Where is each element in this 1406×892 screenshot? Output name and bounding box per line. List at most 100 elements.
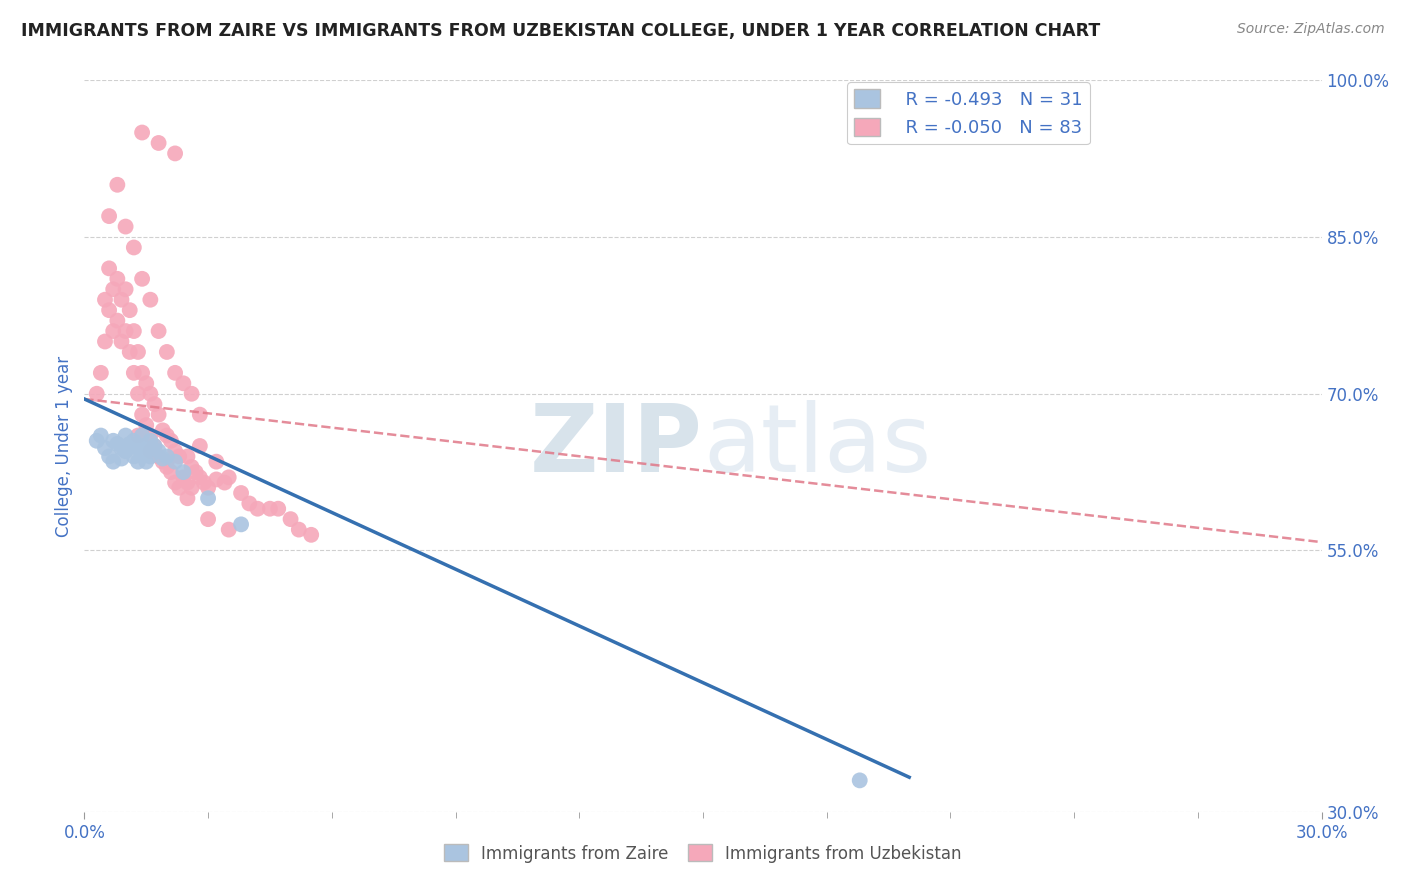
Point bbox=[122, 324, 145, 338]
Point bbox=[90, 366, 112, 380]
Point bbox=[105, 272, 128, 286]
Point bbox=[188, 408, 211, 422]
Point bbox=[94, 334, 117, 349]
Text: Source: ZipAtlas.com: Source: ZipAtlas.com bbox=[1237, 22, 1385, 37]
Point bbox=[156, 459, 179, 474]
Point bbox=[110, 441, 132, 455]
Point bbox=[156, 428, 179, 442]
Point bbox=[143, 439, 166, 453]
Point bbox=[103, 434, 125, 448]
Point bbox=[98, 450, 121, 464]
Point bbox=[118, 303, 141, 318]
Point bbox=[152, 423, 174, 437]
Point bbox=[156, 455, 179, 469]
Point bbox=[180, 386, 202, 401]
Point bbox=[131, 366, 153, 380]
Point bbox=[103, 282, 125, 296]
Point bbox=[167, 450, 190, 464]
Point bbox=[165, 146, 187, 161]
Text: ZIP: ZIP bbox=[530, 400, 703, 492]
Point bbox=[165, 475, 187, 490]
Point bbox=[86, 434, 108, 448]
Point bbox=[176, 491, 198, 506]
Point bbox=[259, 501, 281, 516]
Point bbox=[98, 303, 121, 318]
Point bbox=[172, 376, 194, 391]
Point bbox=[105, 313, 128, 327]
Point bbox=[118, 437, 141, 451]
Point bbox=[105, 437, 128, 451]
Point bbox=[267, 501, 290, 516]
Point bbox=[148, 324, 170, 338]
Point bbox=[114, 428, 136, 442]
Point bbox=[218, 523, 240, 537]
Point bbox=[299, 528, 322, 542]
Point bbox=[131, 272, 153, 286]
Legend: Immigrants from Zaire, Immigrants from Uzbekistan: Immigrants from Zaire, Immigrants from U… bbox=[437, 838, 969, 869]
Point bbox=[165, 455, 187, 469]
Point bbox=[103, 455, 125, 469]
Point bbox=[131, 408, 153, 422]
Point bbox=[176, 450, 198, 464]
Point bbox=[135, 455, 157, 469]
Point bbox=[110, 293, 132, 307]
Point bbox=[135, 444, 157, 458]
Point bbox=[139, 386, 162, 401]
Point bbox=[127, 441, 149, 455]
Point bbox=[172, 470, 194, 484]
Point bbox=[148, 444, 170, 458]
Point bbox=[148, 136, 170, 150]
Point bbox=[148, 450, 170, 464]
Point bbox=[103, 324, 125, 338]
Point bbox=[139, 434, 162, 448]
Point bbox=[229, 486, 252, 500]
Point bbox=[218, 470, 240, 484]
Y-axis label: College, Under 1 year: College, Under 1 year bbox=[55, 355, 73, 537]
Point bbox=[197, 491, 219, 506]
Point bbox=[176, 475, 198, 490]
Point bbox=[98, 261, 121, 276]
Point bbox=[143, 397, 166, 411]
Point bbox=[90, 428, 112, 442]
Point bbox=[197, 481, 219, 495]
Point bbox=[165, 366, 187, 380]
Point bbox=[188, 439, 211, 453]
Point bbox=[160, 465, 183, 479]
Point bbox=[114, 282, 136, 296]
Text: atlas: atlas bbox=[703, 400, 931, 492]
Point bbox=[156, 450, 179, 464]
Point bbox=[152, 451, 174, 466]
Point bbox=[165, 444, 187, 458]
Point bbox=[122, 366, 145, 380]
Point bbox=[105, 178, 128, 192]
Point bbox=[193, 475, 215, 490]
Point bbox=[127, 428, 149, 442]
Point bbox=[238, 496, 260, 510]
Point bbox=[167, 481, 190, 495]
Point bbox=[131, 428, 153, 442]
Text: IMMIGRANTS FROM ZAIRE VS IMMIGRANTS FROM UZBEKISTAN COLLEGE, UNDER 1 YEAR CORREL: IMMIGRANTS FROM ZAIRE VS IMMIGRANTS FROM… bbox=[21, 22, 1101, 40]
Point bbox=[131, 126, 153, 140]
Point bbox=[152, 455, 174, 469]
Point bbox=[110, 334, 132, 349]
Point bbox=[148, 408, 170, 422]
Point bbox=[214, 475, 236, 490]
Point bbox=[139, 450, 162, 464]
Point bbox=[280, 512, 302, 526]
Point bbox=[118, 345, 141, 359]
Point bbox=[122, 450, 145, 464]
Point bbox=[180, 459, 202, 474]
Point bbox=[86, 386, 108, 401]
Point bbox=[848, 773, 870, 788]
Point bbox=[139, 428, 162, 442]
Point bbox=[122, 240, 145, 254]
Point bbox=[110, 451, 132, 466]
Point bbox=[114, 324, 136, 338]
Point bbox=[127, 345, 149, 359]
Point bbox=[139, 444, 162, 458]
Point bbox=[114, 219, 136, 234]
Point bbox=[229, 517, 252, 532]
Point bbox=[143, 439, 166, 453]
Point bbox=[122, 434, 145, 448]
Point bbox=[127, 386, 149, 401]
